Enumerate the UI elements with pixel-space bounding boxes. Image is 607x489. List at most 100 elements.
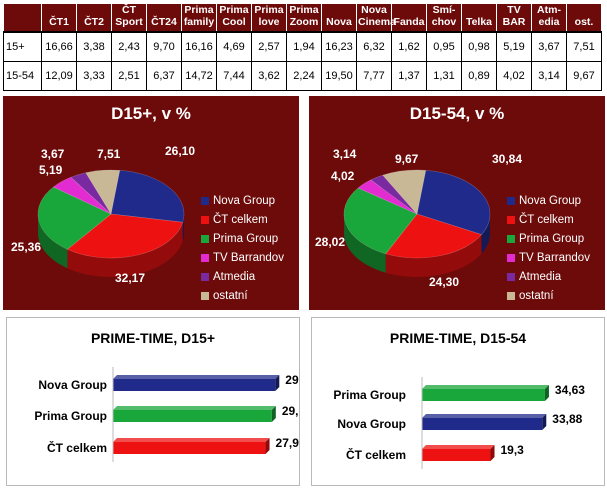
column-header: ČT24 (146, 3, 182, 33)
table-cell: 0,98 (461, 31, 497, 63)
legend-label: ČT celkem (213, 213, 268, 226)
pie-slice (37, 186, 112, 250)
legend-swatch (201, 215, 209, 224)
bar-chart-primetime-d15-54: Prima Group 34,63 Nova Group 33,88 ČT celkem… (311, 317, 605, 486)
table-cell: 1,37 (391, 61, 427, 91)
pie-data-label: 28,02 (315, 235, 345, 249)
pie-slice-side (344, 214, 386, 273)
column-header-line: Cinema (358, 16, 396, 28)
share-table: ČT1 ČT2 ČT Sport ČT24 Prima family Prima Cool Pri… (3, 3, 602, 91)
table-cell: 1,62 (391, 31, 427, 63)
column-header-line: ČT2 (84, 16, 104, 28)
table-cell: 3,33 (76, 61, 112, 91)
table-cell: 0,95 (426, 31, 462, 63)
table-cell: 2,57 (251, 31, 287, 63)
bar (113, 406, 276, 422)
legend-item: Nova Group (201, 191, 284, 210)
bar-side (544, 385, 549, 401)
legend-swatch (201, 196, 209, 205)
pie-slice-side (481, 214, 490, 254)
table-cell: 3,67 (531, 31, 567, 63)
category-label: ČT celkem (346, 447, 406, 462)
legend-item: TV Barrandov (507, 248, 590, 267)
table-cell: 4,02 (496, 61, 532, 91)
pie-side-group (38, 214, 184, 277)
pie-data-label: 3,67 (41, 147, 65, 161)
pie-slice-side (182, 214, 184, 242)
category-label: Nova Group (38, 378, 107, 392)
pie-slice (343, 187, 418, 255)
bar-chart-title: PRIME-TIME, D15-54 (389, 330, 527, 346)
bar (113, 438, 270, 454)
table-cell: 0,89 (461, 61, 497, 91)
bar (113, 375, 280, 391)
column-header-line: Prima (254, 4, 284, 16)
pie-slice-side (67, 222, 183, 277)
bar-value-label: 34,63 (555, 383, 585, 397)
bar (422, 414, 547, 430)
table-row: 15-54 12,09 3,33 2,51 6,37 14,72 7,44 3,62 2,24 1… (3, 61, 602, 91)
legend-item: Prima Group (201, 229, 284, 248)
pie-data-label: 32,17 (115, 271, 145, 285)
legend-label: Nova Group (213, 194, 276, 207)
legend-swatch (201, 272, 209, 281)
legend-item: ostatní (201, 286, 284, 305)
pie-slice (382, 169, 427, 215)
pie-data-label: 3,14 (333, 147, 357, 161)
column-header-line: love (258, 16, 280, 28)
category-label: Nova Group (337, 417, 406, 431)
pie-data-label: 5,19 (39, 163, 63, 177)
bar-chart-primetime-d15-54-svg: Prima Group 34,63 Nova Group 33,88 ČT celkem… (333, 377, 585, 469)
legend-item: Atmedia (507, 267, 590, 286)
bar-side (271, 406, 276, 422)
column-header-line: Prima (289, 4, 319, 16)
legend-label: TV Barrandov (213, 251, 284, 264)
table-cell: 19,50 (321, 61, 357, 91)
column-header: Prima love (251, 3, 287, 33)
table-cell: 14,72 (181, 61, 217, 91)
column-header: TV BAR (496, 3, 532, 33)
bar-top (113, 375, 280, 379)
legend-label: Nova Group (519, 194, 582, 207)
column-header-line: Zoom (289, 16, 319, 28)
legend-item: ČT celkem (201, 210, 284, 229)
column-header: Fanda (391, 3, 427, 33)
legend-label: Atmedia (213, 270, 256, 283)
table-cell: 3,38 (76, 31, 112, 63)
table-row: 15+ 16,66 3,38 2,43 9,70 16,16 4,69 2,57 1,94 16,… (3, 31, 602, 63)
table-cell: 5,19 (496, 31, 532, 63)
column-header-line: Smí- (432, 4, 456, 16)
bar-side (275, 375, 280, 391)
column-header-line: Prima (184, 4, 214, 16)
column-header-line: TV (507, 4, 521, 16)
bar-front (113, 379, 276, 391)
pie-chart-d15-54: 30,84 24,30 28,02 4,02 3,14 9,67 D15-54, v % … (309, 96, 605, 310)
pie-side-group (344, 214, 490, 277)
pie-data-label: 7,51 (97, 147, 121, 161)
pie-slice (52, 176, 112, 215)
table-cell: 6,32 (356, 31, 392, 63)
legend-swatch (507, 196, 515, 205)
pie-chart-title: D15-54, v % (409, 104, 505, 123)
legend-item: Atmedia (201, 267, 284, 286)
table-cell: 7,44 (216, 61, 252, 91)
pie-slice (370, 174, 418, 215)
pie-data-label: 30,84 (492, 152, 522, 166)
bar-front (422, 449, 491, 461)
column-header-line: edia (538, 16, 560, 28)
bar-chart-title: PRIME-TIME, D15+ (90, 330, 216, 346)
legend-swatch (507, 234, 515, 243)
share-table-grid: ČT1 ČT2 ČT Sport ČT24 Prima family Prima Cool Pri… (3, 3, 602, 91)
column-header-line: ost. (574, 16, 594, 28)
bar-value-label: 29,78 (285, 373, 299, 387)
pie-data-label: 25,36 (11, 240, 41, 254)
column-header-line: Prima (219, 4, 249, 16)
pie-chart-d15-54-svg: 30,84 24,30 28,02 4,02 3,14 9,67 (315, 147, 522, 289)
column-header-line: family (183, 16, 215, 28)
legend-label: Prima Group (519, 232, 585, 245)
pie-chart-d15plus: 26,10 32,17 25,36 5,19 3,67 7,51 D15+, v % No… (3, 96, 299, 310)
legend-swatch (201, 253, 209, 262)
legend-label: ČT celkem (519, 213, 574, 226)
table-cell: 7,77 (356, 61, 392, 91)
column-header: ČT2 (76, 3, 112, 33)
